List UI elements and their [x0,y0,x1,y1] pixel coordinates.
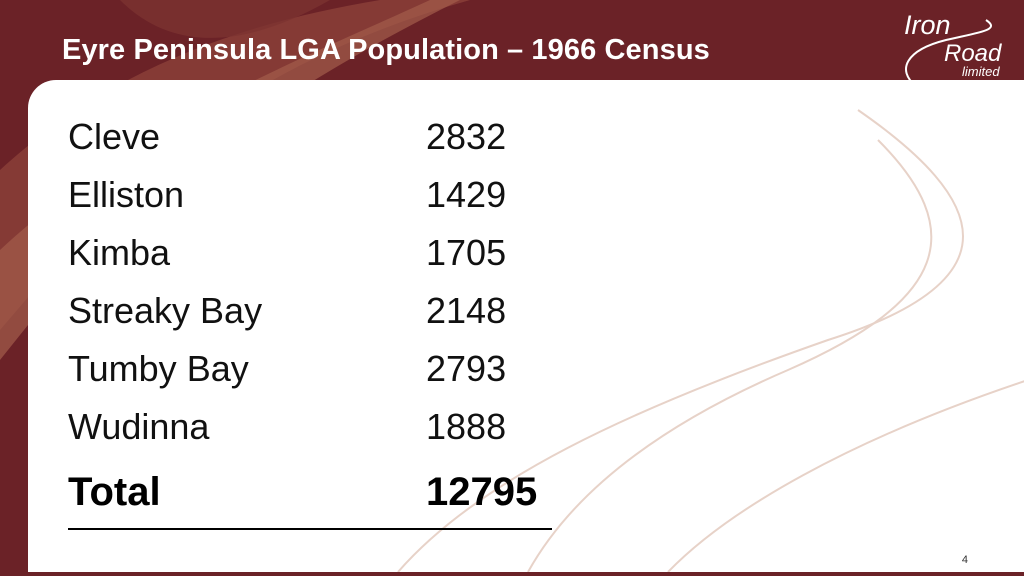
table-row: Wudinna 1888 [68,406,552,464]
lga-name: Tumby Bay [68,348,249,389]
content-panel: Cleve 2832 Elliston 1429 Kimba 1705 Stre… [28,80,1024,572]
lga-name: Wudinna [68,406,210,447]
table-row: Kimba 1705 [68,232,552,290]
page-number: 4 [961,554,968,566]
total-label: Total [68,470,161,514]
decorative-road-lines-icon [397,109,1024,572]
population-value: 2793 [426,348,507,389]
lga-name: Elliston [68,174,185,215]
population-value: 2832 [426,116,507,157]
lga-name: Kimba [68,232,171,273]
logo-swoosh-icon [905,19,993,86]
logo-limited-text: limited [962,64,1000,79]
logo-road-text: Road [944,40,1002,67]
slide-title: Eyre Peninsula LGA Population – 1966 Cen… [62,34,710,66]
logo-iron-text: Iron [904,10,951,40]
population-value: 1705 [426,232,507,273]
total-row: Total 12795 [68,468,552,530]
population-value: 1429 [426,174,507,215]
table-row: Cleve 2832 [68,116,552,174]
population-value: 2148 [426,290,507,331]
table-row: Streaky Bay 2148 [68,290,552,348]
lga-name: Streaky Bay [68,290,263,331]
table-row: Elliston 1429 [68,174,552,232]
table-row: Tumby Bay 2793 [68,348,552,406]
total-value: 12795 [426,470,538,514]
population-value: 1888 [426,406,507,447]
population-table: Cleve 2832 Elliston 1429 Kimba 1705 Stre… [68,116,552,530]
lga-name: Cleve [68,116,161,157]
